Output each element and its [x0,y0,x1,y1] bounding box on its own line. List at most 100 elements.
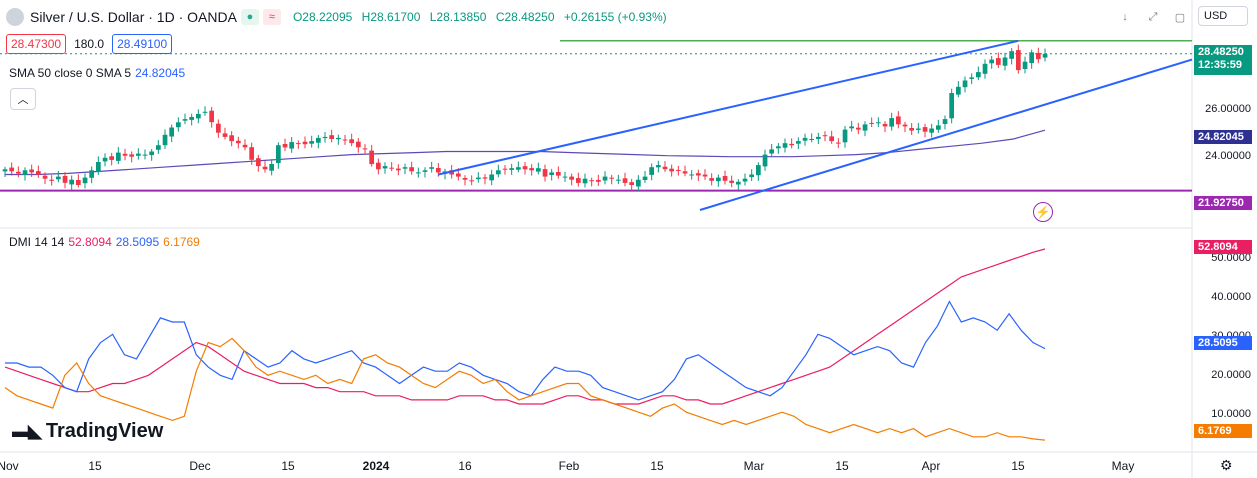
currency-select[interactable]: USD [1198,6,1248,26]
candle-body [89,170,94,178]
candle-body [42,175,48,179]
candle-body [956,86,961,95]
candle-body [162,134,168,146]
data-mode-icon[interactable]: ≈ [262,9,281,25]
candle-body [676,169,681,171]
candle-body [856,127,861,130]
candle-body [669,168,674,172]
candle-body [429,167,434,169]
candle-body [216,123,221,133]
candle-body [869,122,874,124]
channel-upper-line [438,39,1019,176]
symbol-title[interactable]: Silver / U.S. Dollar · 1D · OANDA [30,9,237,25]
candle-body [1036,52,1041,60]
candle-body [349,139,354,144]
brand-name: TradingView [45,420,164,442]
fullscreen-icon[interactable]: ⤢ [1148,10,1158,23]
candle-body [702,174,708,177]
adx-line [4,248,1046,405]
alert-flash-icon[interactable]: ⚡ [1033,202,1053,222]
channel-lower-line [699,58,1193,211]
collapse-legend-button[interactable]: ︿ [10,88,36,110]
tradingview-logo[interactable]: ▬◣ TradingView [12,420,163,443]
hline-price-tag: 21.92750 [1194,196,1252,210]
candle-body [882,123,888,127]
candle-body [516,167,521,170]
candle-body [682,171,688,174]
dmi-legend-label: DMI 14 14 [9,235,65,249]
sma-legend[interactable]: SMA 50 close 0 SMA 5 24.82045 [9,66,185,80]
candle-body [76,180,81,185]
candle-body [196,113,201,119]
market-status-icon[interactable]: ● [240,9,259,25]
candle-body [422,170,428,172]
dmi-legend[interactable]: DMI 14 14 52.8094 28.5095 6.1769 [9,235,200,249]
candle-body [376,162,381,170]
candle-body [716,177,721,182]
sma-legend-value: 24.82045 [135,66,186,80]
candle-body [756,165,761,176]
candle-body [296,143,301,145]
candle-body [109,156,114,160]
candle-body [356,141,361,148]
buy-button[interactable]: 28.49100 [112,34,173,54]
candle-body [249,147,254,160]
candle-body [616,179,621,181]
time-tick-label: Mar [743,459,765,473]
dmi-tick-label: 50.0000 [1211,252,1251,264]
candle-body [362,148,368,150]
candle-body [936,125,941,130]
candle-body [102,157,108,162]
candle-body [482,177,488,179]
candle-body [522,166,528,170]
screenshot-icon[interactable]: ▢ [1174,11,1186,24]
currency-label: USD [1204,10,1228,22]
candle-body [629,182,634,185]
candle-body [742,178,748,182]
candle-body [116,152,121,161]
candle-body [242,144,248,148]
candle-body [762,154,768,167]
settings-gear-icon[interactable]: ⚙ [1220,457,1233,473]
candle-body [969,77,974,79]
arrow-down-icon[interactable]: ↓ [1122,11,1128,23]
candle-body [996,58,1001,65]
candle-body [456,173,461,177]
price-tick-label: 24.00000 [1205,150,1251,162]
time-tick-label: 15 [88,459,102,473]
candle-body [602,176,608,181]
candle-body [609,177,614,179]
candle-body [156,145,161,150]
candle-body [776,146,781,149]
candle-body [796,141,801,144]
candle-body [302,141,308,145]
candle-body [169,127,174,137]
candle-body [889,118,894,127]
candle-body [649,167,654,175]
sell-button[interactable]: 28.47300 [6,34,67,54]
candle-body [976,72,981,78]
candle-body [82,177,88,184]
candle-body [802,137,808,141]
candle-body [982,63,988,74]
candle-body [136,153,141,156]
candle-body [176,122,181,128]
minus-di-tag: 6.1769 [1194,424,1252,438]
candle-body [202,111,208,113]
sma-price-tag: 24.82045 [1194,130,1252,144]
candle-body [789,143,794,146]
candle-body [262,166,268,170]
candle-body [1016,50,1021,71]
time-tick-label: 15 [650,459,664,473]
candle-body [502,168,508,170]
last-price-tag: 28.48250 12:35:59 [1194,45,1252,75]
candle-body [462,178,468,180]
candle-body [836,142,841,144]
candle-body [596,179,601,182]
candle-body [322,136,328,139]
trade-panel: 28.47300 180.0 28.49100 [6,34,173,54]
sma50-line [5,129,1046,176]
sma-legend-label: SMA 50 close 0 SMA 5 [9,66,132,80]
candle-body [769,149,774,154]
